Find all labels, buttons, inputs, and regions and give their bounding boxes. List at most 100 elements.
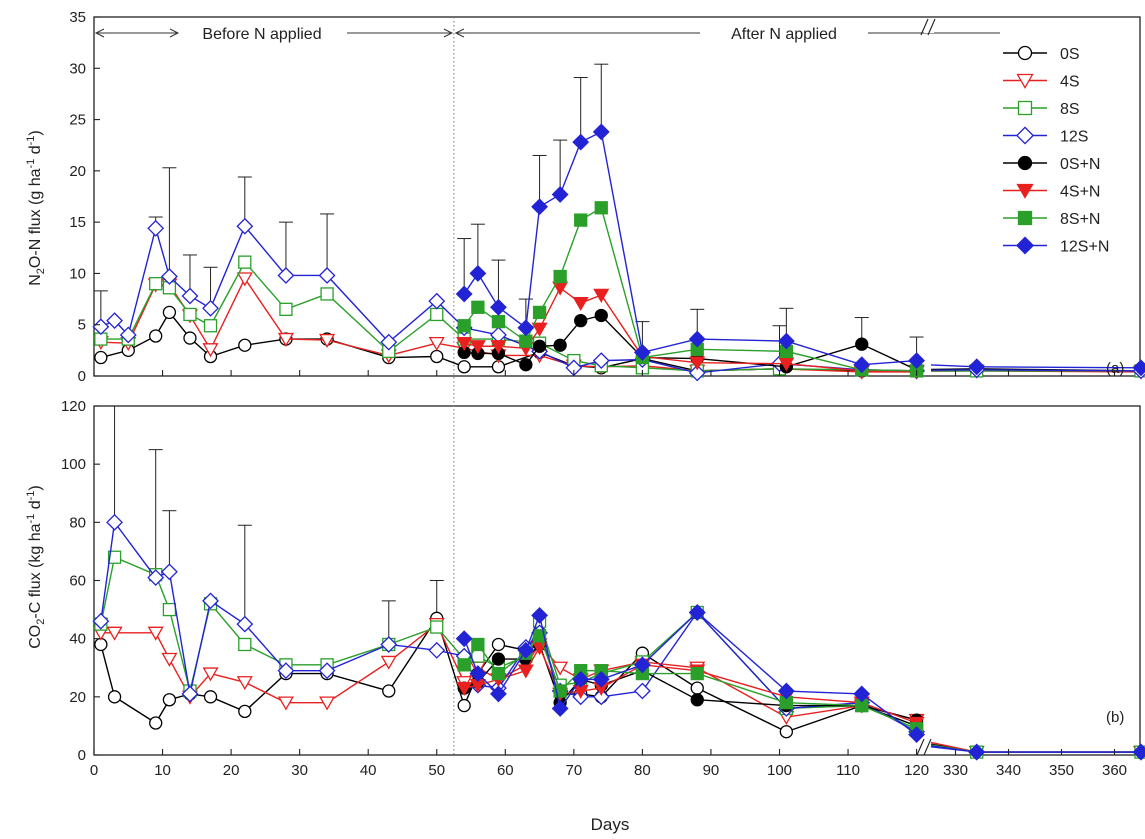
point-a-0s bbox=[149, 329, 163, 343]
point-a-0s-plus-n bbox=[532, 339, 547, 353]
y-tick-label-a: 35 bbox=[69, 9, 86, 26]
point-b-0s-plus-n bbox=[491, 652, 506, 666]
point-a-4s-plus-n bbox=[689, 356, 706, 371]
y-tick-label-b: 40 bbox=[69, 631, 86, 648]
point-a-12s bbox=[236, 217, 254, 235]
legend-item-4s: 4S bbox=[1003, 74, 1080, 91]
point-a-12s-plus-n bbox=[490, 298, 507, 316]
point-b-12s bbox=[236, 615, 254, 633]
point-a-12s bbox=[380, 333, 398, 351]
series-b-8s bbox=[94, 550, 1145, 759]
point-b-4s-plus-n bbox=[517, 664, 534, 679]
point-a-4s bbox=[236, 272, 253, 287]
y-tick-label-a: 5 bbox=[78, 317, 86, 334]
y-axis-title-a: N2O-N flux (g ha-1 d-1) bbox=[25, 130, 47, 286]
point-a-8s-plus-n bbox=[553, 269, 567, 284]
point-a-8s-plus-n bbox=[594, 201, 608, 215]
legend-label: 8S bbox=[1060, 101, 1080, 118]
point-b-12s-plus-n bbox=[777, 682, 795, 700]
point-b-12s bbox=[202, 592, 219, 610]
y-tick-label-a: 15 bbox=[69, 214, 86, 231]
series-line-a-12s-plus-n bbox=[976, 366, 1142, 369]
frame-panel-b bbox=[93, 405, 1141, 756]
point-b-12s-plus-n bbox=[517, 641, 535, 659]
y-tick-label-b: 100 bbox=[61, 456, 86, 473]
point-b-12s bbox=[428, 641, 446, 659]
point-a-4s-plus-n bbox=[572, 297, 589, 312]
point-a-8s-plus-n bbox=[471, 300, 485, 314]
axis-break-top-slash-1 bbox=[920, 18, 929, 36]
point-b-12s-plus-n bbox=[908, 726, 926, 744]
point-a-12s-plus-n bbox=[531, 198, 548, 216]
point-a-0s bbox=[162, 305, 177, 320]
x-tick-label: 20 bbox=[223, 762, 240, 779]
axis-break-bottom-slash-1 bbox=[916, 738, 925, 756]
series-line-a-12s bbox=[976, 369, 1142, 372]
arrow-after-left-head bbox=[454, 28, 465, 38]
legend-swatch-marker bbox=[1015, 126, 1035, 145]
legend-item-8s-plus-n: 8S+N bbox=[1003, 210, 1100, 228]
series-line-b-12s bbox=[100, 520, 917, 733]
point-b-12s-plus-n bbox=[572, 670, 590, 688]
series-b-12s bbox=[92, 513, 1145, 761]
point-a-12s-plus-n bbox=[592, 123, 610, 141]
point-a-8s bbox=[238, 255, 252, 269]
point-a-8s-plus-n bbox=[574, 213, 588, 227]
point-a-8s-plus-n bbox=[457, 319, 471, 333]
point-a-12s-plus-n bbox=[688, 330, 706, 348]
x-tick-label: 100 bbox=[767, 762, 792, 779]
point-a-12s-plus-n bbox=[517, 319, 535, 337]
x-tick-label: 350 bbox=[1049, 762, 1074, 779]
point-a-12s bbox=[277, 267, 295, 284]
axis-break-top-slash-2 bbox=[927, 18, 936, 36]
panel-b-plot bbox=[92, 405, 1145, 761]
point-b-8s-plus-n bbox=[491, 666, 506, 681]
panel-a-plot bbox=[92, 63, 1145, 382]
x-tick-label: 330 bbox=[943, 762, 968, 779]
x-tick-label: 60 bbox=[497, 762, 514, 779]
point-b-12s bbox=[160, 563, 178, 581]
point-a-0s bbox=[238, 338, 252, 352]
y-tick-label-a: 20 bbox=[69, 163, 86, 180]
legend-swatch-marker bbox=[1016, 183, 1034, 199]
point-b-12s bbox=[633, 682, 651, 700]
series-a-12s bbox=[92, 217, 1145, 382]
point-a-0s bbox=[430, 349, 444, 364]
x-tick-label: 110 bbox=[836, 762, 860, 779]
point-a-0s-plus-n bbox=[553, 338, 567, 352]
series-b-12s-plus-n bbox=[455, 604, 1145, 761]
point-a-8s bbox=[320, 287, 334, 301]
point-a-12s bbox=[160, 268, 178, 285]
legend-label: 4S bbox=[1060, 74, 1080, 91]
point-b-12s-plus-n bbox=[968, 743, 986, 761]
legend-item-4s-plus-n: 4S+N bbox=[1003, 184, 1100, 201]
x-tick-label: 50 bbox=[428, 762, 445, 779]
point-a-12s bbox=[202, 299, 219, 317]
point-a-12s-plus-n bbox=[908, 352, 926, 370]
series-a-4s bbox=[92, 272, 1145, 380]
y-tick-label-b: 60 bbox=[69, 573, 86, 590]
point-a-8s-plus-n bbox=[491, 314, 506, 329]
legend-item-12s: 12S bbox=[1003, 126, 1088, 146]
legend-label: 12S bbox=[1060, 129, 1088, 146]
point-a-12s-plus-n bbox=[853, 356, 871, 374]
point-a-12s bbox=[181, 287, 199, 305]
legend-item-0s-plus-n: 0S+N bbox=[1003, 155, 1100, 173]
arrow-before-left-head-right bbox=[169, 28, 180, 38]
point-a-12s bbox=[428, 292, 446, 310]
point-a-0s bbox=[183, 331, 197, 345]
y-tick-label-a: 25 bbox=[69, 112, 86, 129]
point-a-12s-plus-n bbox=[572, 133, 590, 151]
point-b-4s bbox=[380, 655, 397, 670]
legend-swatch-marker bbox=[1015, 236, 1035, 255]
point-b-12s-plus-n bbox=[455, 630, 473, 648]
point-b-12s bbox=[106, 513, 123, 531]
point-b-0s bbox=[491, 637, 506, 652]
point-a-12s-plus-n bbox=[551, 186, 569, 203]
point-a-8s bbox=[430, 307, 444, 322]
point-b-8s-plus-n bbox=[690, 666, 704, 681]
legend-swatch-marker bbox=[1017, 100, 1033, 116]
point-b-12s bbox=[181, 685, 199, 703]
x-tick-label: 30 bbox=[291, 762, 308, 779]
point-a-12s bbox=[92, 318, 110, 336]
